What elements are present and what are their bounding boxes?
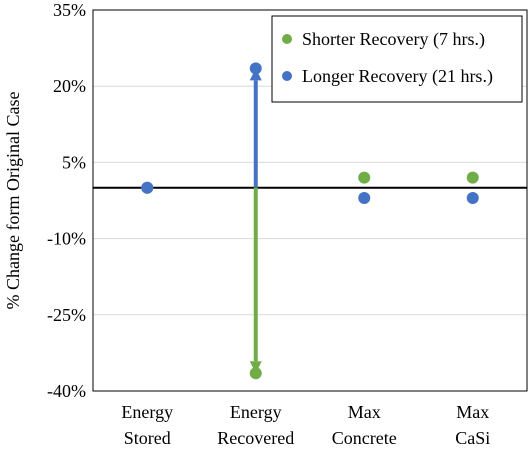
longer-recovery-point [141,181,154,194]
x-category-label: Energy [121,402,173,422]
axis-layer: 35% 20% 5% -10% -25% -40% % Change form Origin… [3,0,528,448]
x-category-label: Energy [230,402,282,422]
longer-recovery-point [358,191,371,204]
x-category-label: Recovered [217,428,294,448]
y-tick-label: -40% [47,381,86,401]
longer-recovery-point [466,191,479,204]
shorter-recovery-point [466,171,479,184]
shorter-recovery-point [358,171,371,184]
mark-layer [141,62,479,380]
x-category-label: Concrete [332,428,397,448]
shorter-recovery-point [249,367,262,380]
legend-label: Shorter Recovery (7 hrs.) [302,29,485,50]
plot-frame [92,9,528,392]
legend-marker-shorter-recovery [282,34,292,44]
y-tick-label: -25% [47,305,86,325]
longer-recovery-point [249,62,262,75]
grid-layer [93,85,527,316]
y-tick-label: 35% [53,0,86,20]
legend-marker-longer-recovery [282,71,292,81]
legend-label: Longer Recovery (21 hrs.) [302,66,493,87]
y-tick-label: 20% [53,76,86,96]
x-category-label: Stored [124,428,171,448]
legend-box [271,15,523,103]
legend-layer: Shorter Recovery (7 hrs.) Longer Recovery… [271,15,523,103]
y-axis-title: % Change form Original Case [3,92,23,310]
x-category-label: Max [348,402,381,422]
y-tick-label: -10% [47,229,86,249]
y-tick-label: 5% [62,152,86,172]
x-category-label: Max [456,402,489,422]
x-category-label: CaSi [455,428,490,448]
